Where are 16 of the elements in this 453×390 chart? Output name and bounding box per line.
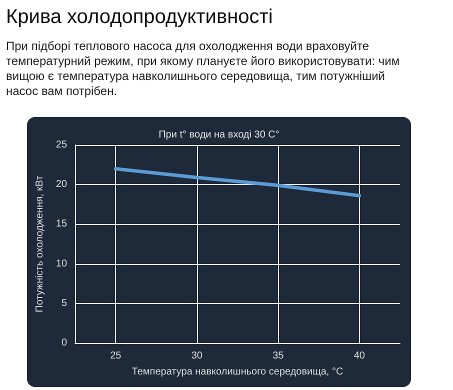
y-tick-label: 15	[56, 218, 68, 230]
x-tick-label: 25	[110, 350, 122, 362]
chart-title: Крива холодопродуктивності	[6, 6, 273, 29]
x-tick-label: 35	[272, 350, 284, 362]
y-tick-label: 20	[56, 179, 68, 190]
x-axis-title: Температура навколишнього середовища, °C	[132, 366, 344, 378]
y-tick-label: 5	[61, 298, 68, 309]
y-tick-label: 0	[61, 338, 68, 348]
line-series	[114, 167, 362, 198]
x-tick-label: 30	[191, 350, 203, 362]
y-tick-label: 25	[56, 140, 68, 150]
text: При t° води на вході 30 C°	[158, 130, 280, 140]
y-tick-label: 10	[56, 258, 68, 270]
chart-subtitle: При підборі теплового насоса для охолодження води враховуйте температурний режим, при якому плануєте його використовувати: чим вищою є температура навколишнього середовища, тим потужніший насос вам потрібен.	[6, 39, 401, 99]
y-axis-title: Потужність охолодження, кВт	[34, 175, 46, 312]
x-tick-label: 40	[354, 350, 366, 362]
